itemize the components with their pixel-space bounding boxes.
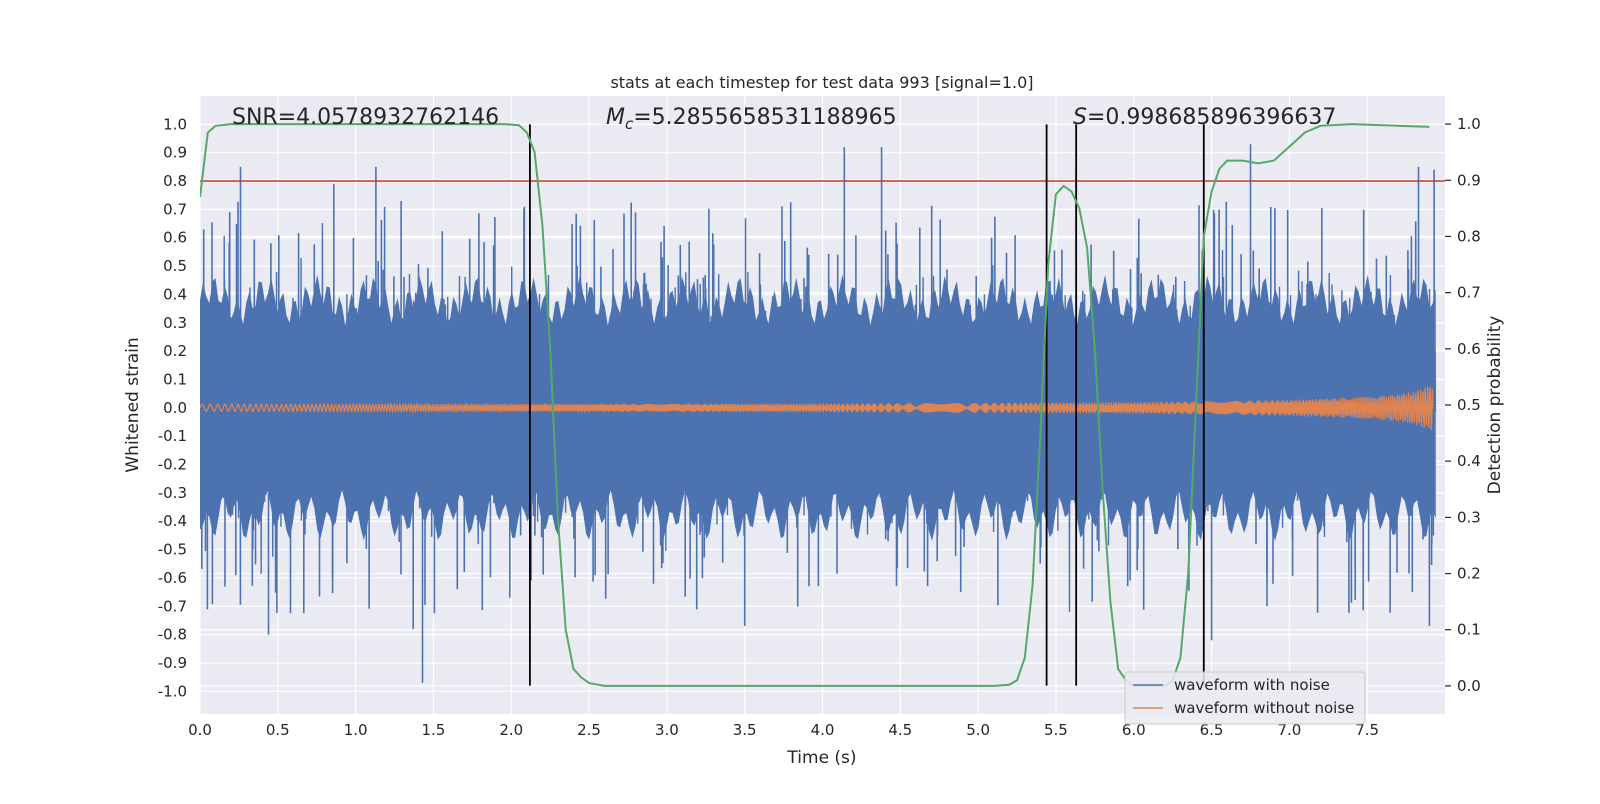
y-tick-label: -0.3 [158, 484, 187, 502]
snr-annotation: SNR=4.0578932762146 [232, 105, 499, 130]
legend-box [1124, 671, 1366, 725]
y-tick-label: 0.3 [163, 314, 187, 332]
x-tick-label: 6.0 [1122, 721, 1146, 739]
chirp-mass-subscript: c [625, 115, 634, 133]
legend-label-clean: waveform without noise [1174, 699, 1354, 717]
y-tick-label: 0.2 [163, 342, 187, 360]
y-tick-label: 0.8 [163, 172, 187, 190]
legend: waveform with noise waveform without noi… [1124, 671, 1366, 725]
x-tick-label: 2.5 [577, 721, 601, 739]
x-tick-label: 0.5 [266, 721, 290, 739]
y-tick-label: 0.4 [163, 285, 187, 303]
s-value: =0.998685896396637 [1087, 105, 1336, 130]
x-tick-label: 5.0 [966, 721, 990, 739]
y2-tick-label: 0.9 [1457, 171, 1481, 189]
overlay-layer [200, 123, 1445, 687]
x-tick-label: 7.0 [1277, 721, 1301, 739]
y2-tick-label: 0.4 [1457, 452, 1481, 470]
chart-title: stats at each timestep for test data 993… [610, 73, 1033, 92]
y2-tick-label: 0.3 [1457, 508, 1481, 526]
y-tick-label: -0.6 [158, 569, 187, 587]
chirp-mass-annotation: Mc=5.2855658531188965 [606, 105, 897, 133]
y-tick-label: 0.6 [163, 229, 187, 247]
y-tick-label: -0.7 [158, 597, 187, 615]
clean-waveform-layer [200, 386, 1434, 431]
y2-axis-label: Detection probability [1485, 316, 1505, 495]
x-tick-label: 2.0 [499, 721, 523, 739]
x-axis-label: Time (s) [786, 748, 856, 768]
s-symbol: S [1073, 105, 1087, 130]
x-tick-label: 7.5 [1355, 721, 1379, 739]
y-tick-label: -0.2 [158, 456, 187, 474]
x-tick-label: 3.0 [655, 721, 679, 739]
y2-tick-label: 0.8 [1457, 227, 1481, 245]
x-tick-label: 1.5 [422, 721, 446, 739]
y2-tick-label: 0.0 [1457, 677, 1481, 695]
y2-tick-label: 0.6 [1457, 340, 1481, 358]
y-tick-label: -1.0 [158, 682, 187, 700]
x-tick-label: 1.0 [344, 721, 368, 739]
y-tick-label: -0.5 [158, 541, 187, 559]
y-tick-label: -0.4 [158, 512, 187, 530]
y-tick-label: -0.9 [158, 654, 187, 672]
y-tick-label: 0.0 [163, 399, 187, 417]
y2-tick-label: 0.1 [1457, 621, 1481, 639]
detection-probability-line [200, 123, 1430, 687]
y2-tick-label: 0.2 [1457, 565, 1481, 583]
y2-tick-label: 0.5 [1457, 396, 1481, 414]
x-tick-label: 3.5 [733, 721, 757, 739]
y-axis-label: Whitened strain [123, 337, 143, 472]
chirp-mass-symbol: M [606, 105, 625, 130]
s-annotation: S=0.998685896396637 [1073, 105, 1336, 130]
clean-waveform-line [200, 386, 1434, 431]
y-tick-label: 0.9 [163, 144, 187, 162]
y-tick-label: 0.5 [163, 257, 187, 275]
x-tick-label: 4.5 [888, 721, 912, 739]
y2-tick-label: 1.0 [1457, 115, 1481, 133]
x-tick-label: 0.0 [188, 721, 212, 739]
y-tick-label: -0.1 [158, 427, 187, 445]
x-tick-label: 6.5 [1200, 721, 1224, 739]
y-tick-label: 0.7 [163, 200, 187, 218]
x-tick-label: 4.0 [811, 721, 835, 739]
chirp-mass-value: =5.2855658531188965 [633, 105, 896, 130]
y-tick-label: -0.8 [158, 626, 187, 644]
x-tick-label: 5.5 [1044, 721, 1068, 739]
axis-layer: 0.0 0.5 1.0 1.5 2.0 2.5 3.0 3.5 4.0 4.5 5.0 5.5 6.0 6… [158, 115, 1481, 739]
y2-tick-label: 0.7 [1457, 284, 1481, 302]
y-tick-label: 0.1 [163, 370, 187, 388]
legend-label-noise: waveform with noise [1174, 676, 1330, 694]
y-tick-label: 1.0 [163, 115, 187, 133]
